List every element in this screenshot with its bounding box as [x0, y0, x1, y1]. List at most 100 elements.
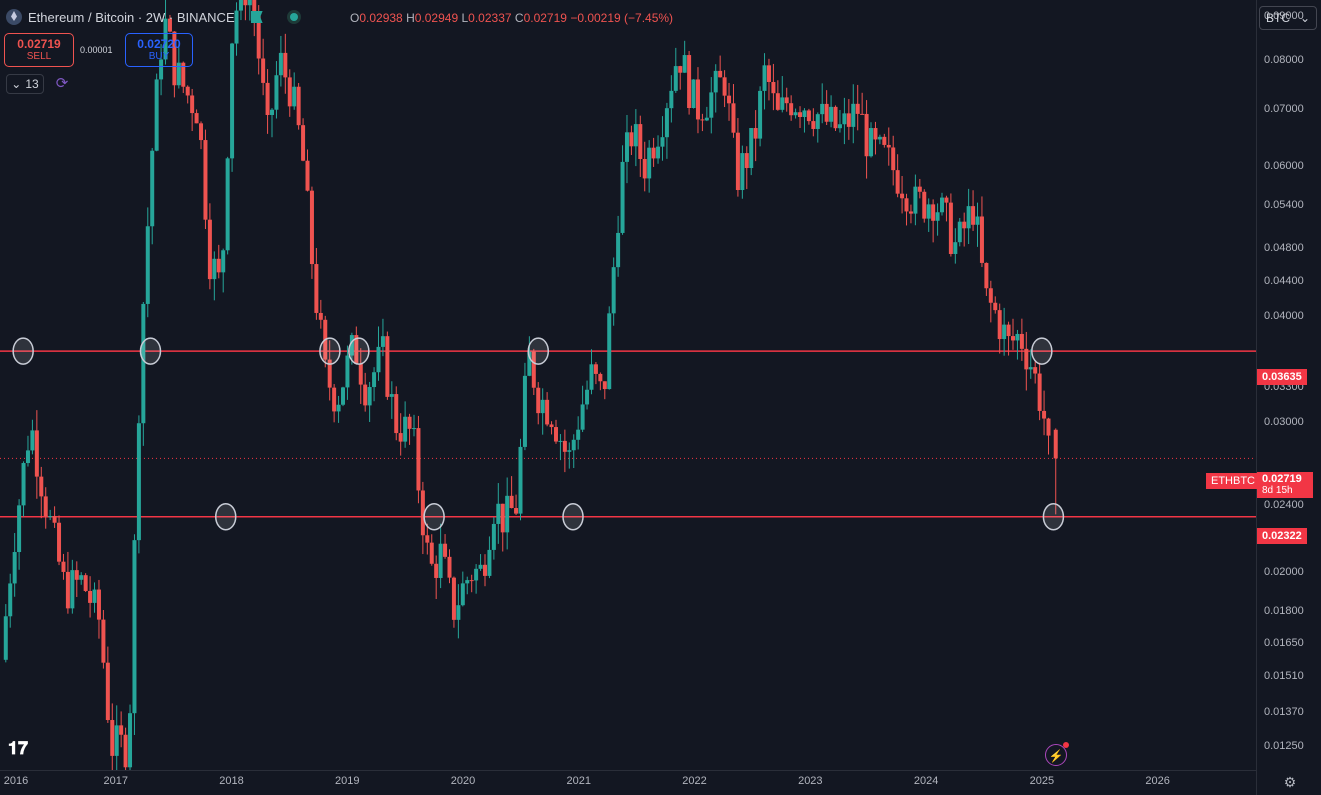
candle-body [540, 399, 545, 414]
settings-icon[interactable]: ⚙ [1283, 774, 1297, 790]
candle-body [993, 302, 998, 311]
candle-body [309, 190, 314, 265]
candle-body [474, 568, 479, 581]
price-tick-label: 0.04400 [1264, 274, 1304, 287]
price-tick-label: 0.01650 [1264, 636, 1304, 649]
touch-point-marker[interactable] [214, 502, 237, 531]
candle-body [811, 121, 816, 129]
candle-body [238, 0, 243, 11]
candle-body [185, 86, 190, 96]
candle-body [673, 66, 678, 91]
candle-body [802, 110, 807, 118]
price-tick-label: 0.01510 [1264, 669, 1304, 682]
candle-body [616, 232, 621, 268]
current-price: 0.02719 [1262, 473, 1302, 485]
price-chart[interactable] [0, 0, 1256, 770]
candle-body [1053, 429, 1058, 459]
touch-point-marker[interactable] [562, 502, 584, 531]
touch-point-marker[interactable] [423, 502, 445, 531]
currency-select[interactable]: BTC ⌄ [1259, 6, 1317, 30]
candle-body [270, 109, 275, 115]
candle-body [345, 355, 350, 388]
candle-body [984, 262, 989, 289]
indicators-toggle[interactable]: ⌄ 13 [6, 74, 44, 94]
candle-body [256, 15, 261, 59]
candle-body [252, 0, 257, 16]
candle-body [687, 55, 692, 109]
time-tick-label: 2016 [3, 775, 29, 787]
candle-body [1042, 410, 1047, 419]
touch-point-marker[interactable] [139, 337, 162, 365]
candle-body [518, 446, 523, 514]
spread-value: 0.00001 [80, 45, 113, 55]
candle-body [602, 381, 607, 390]
currency-value: BTC [1266, 11, 1290, 25]
candle-body [394, 394, 399, 434]
candle-body [647, 147, 652, 179]
candle-body [487, 549, 492, 576]
flag-icon[interactable] [250, 11, 263, 23]
candle-body [704, 117, 709, 121]
candle-body [869, 128, 874, 157]
time-tick-label: 2025 [1029, 775, 1055, 787]
price-tick-label: 0.02400 [1264, 498, 1304, 511]
candle-body [247, 0, 252, 6]
candle-body [34, 430, 39, 477]
candle-body [678, 66, 683, 73]
touch-point-marker[interactable] [1031, 337, 1053, 365]
touch-point-marker[interactable] [527, 337, 550, 365]
eth-logo-icon [6, 9, 22, 25]
candle-body [664, 108, 669, 138]
candle-body [624, 132, 629, 162]
candle-body [74, 570, 79, 580]
touch-point-marker[interactable] [319, 337, 341, 365]
candle-body [318, 312, 323, 320]
level-price-tag: 0.03635 [1257, 369, 1307, 385]
candle-body [176, 62, 181, 86]
refresh-icon[interactable]: ⟳ [55, 75, 69, 92]
symbol-title[interactable]: Ethereum / Bitcoin · 2W · BINANCE [28, 9, 235, 25]
time-axis[interactable] [0, 770, 1256, 795]
candle-body [425, 535, 430, 543]
low-label: L [461, 11, 469, 25]
candle-body [562, 440, 567, 452]
candle-body [558, 440, 563, 442]
price-tick-label: 0.07000 [1264, 102, 1304, 115]
candle-body [451, 577, 456, 620]
candle-body [385, 336, 390, 397]
chevron-down-icon: ⌄ [11, 77, 22, 91]
candle-body [549, 424, 554, 428]
tradingview-logo-icon[interactable]: 𝟏𝟕 [8, 738, 29, 758]
price-axis[interactable] [1256, 0, 1321, 795]
buy-button[interactable]: 0.02720 BUY [125, 33, 193, 67]
candle-body [882, 136, 887, 145]
close-label: C [514, 11, 524, 25]
candle-body [877, 136, 882, 140]
candle-body [447, 556, 452, 578]
candle-body [837, 124, 842, 129]
sell-button[interactable]: 0.02719 SELL [4, 33, 74, 67]
touch-point-marker[interactable] [348, 337, 370, 365]
candle-body [420, 490, 425, 536]
change-value: −0.00219 (−7.45%) [570, 11, 674, 25]
price-tick-label: 0.06000 [1264, 159, 1304, 172]
candle-body [829, 106, 834, 122]
candle-body [278, 52, 283, 76]
candle-body [212, 258, 217, 280]
open-value: 0.02938 [359, 11, 403, 25]
candle-body [292, 86, 297, 107]
touch-point-marker[interactable] [1042, 502, 1065, 531]
candle-body [775, 93, 780, 110]
candle-body [460, 583, 465, 606]
candle-body [642, 158, 647, 179]
lightning-icon[interactable]: ⚡ [1045, 742, 1069, 766]
candle-body [922, 191, 927, 219]
symbol-header[interactable]: Ethereum / Bitcoin · 2W · BINANCE [6, 9, 301, 25]
candle-body [101, 619, 106, 663]
touch-point-marker[interactable] [12, 337, 34, 365]
candle-body [784, 97, 789, 104]
price-tick-label: 0.08000 [1264, 53, 1304, 66]
candle-countdown: 8d 15h [1262, 485, 1293, 496]
candle-body [141, 303, 146, 424]
candle-body [349, 335, 354, 356]
